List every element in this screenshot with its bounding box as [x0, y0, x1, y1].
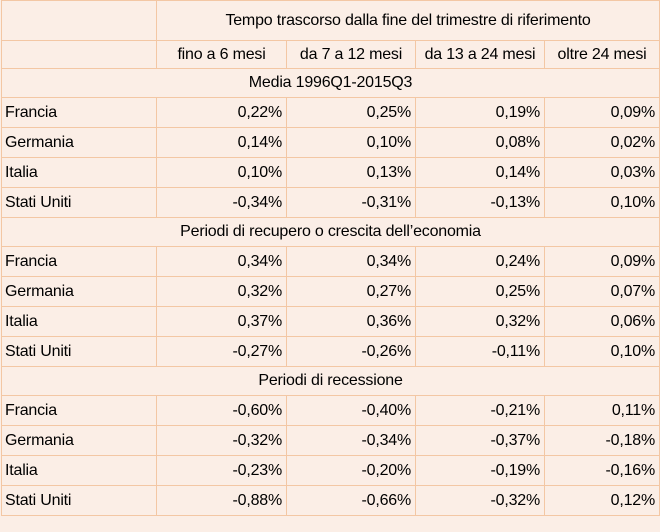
table-row: Italia 0,10% 0,13% 0,14% 0,03%: [1, 157, 660, 188]
table-row: Italia 0,37% 0,36% 0,32% 0,06%: [1, 306, 660, 337]
value-cell: -0,20%: [286, 455, 416, 486]
corner-cell: [1, 40, 157, 69]
value-cell: 0,22%: [156, 97, 287, 128]
value-cell: 0,09%: [543, 246, 660, 277]
country-label: Italia: [1, 306, 157, 337]
section-header-row: Media 1996Q1-2015Q3: [0, 68, 660, 98]
value-cell: -0,60%: [156, 395, 287, 426]
country-label: Italia: [1, 455, 157, 486]
value-cell: 0,14%: [415, 157, 545, 188]
country-label: Francia: [1, 395, 157, 426]
value-cell: -0,32%: [415, 485, 545, 516]
value-cell: -0,21%: [415, 395, 545, 426]
section-title: Periodi di recupero o crescita dell’econ…: [0, 217, 660, 247]
value-cell: 0,12%: [543, 485, 660, 516]
section-header-row: Periodi di recessione: [0, 366, 660, 396]
value-cell: 0,36%: [286, 306, 416, 337]
section-header-row: Periodi di recupero o crescita dell’econ…: [0, 217, 660, 247]
country-label: Stati Uniti: [1, 485, 157, 516]
country-label: Germania: [1, 276, 157, 307]
value-cell: -0,13%: [415, 187, 545, 218]
value-cell: 0,13%: [286, 157, 416, 188]
value-cell: -0,31%: [286, 187, 416, 218]
value-cell: 0,03%: [543, 157, 660, 188]
value-cell: -0,34%: [156, 187, 287, 218]
column-header: fino a 6 mesi: [156, 40, 287, 69]
value-cell: 0,25%: [286, 97, 416, 128]
value-cell: 0,10%: [286, 127, 416, 158]
value-cell: -0,27%: [156, 336, 287, 367]
revision-table: Tempo trascorso dalla fine del trimestre…: [0, 0, 660, 516]
section-title: Periodi di recessione: [0, 366, 660, 396]
column-header: oltre 24 mesi: [543, 40, 660, 69]
value-cell: -0,37%: [415, 425, 545, 456]
value-cell: -0,19%: [415, 455, 545, 486]
column-header: da 7 a 12 mesi: [286, 40, 416, 69]
value-cell: 0,10%: [543, 336, 660, 367]
value-cell: 0,02%: [543, 127, 660, 158]
table-row: Germania 0,32% 0,27% 0,25% 0,07%: [1, 276, 660, 307]
value-cell: -0,11%: [415, 336, 545, 367]
value-cell: 0,25%: [415, 276, 545, 307]
value-cell: 0,06%: [543, 306, 660, 337]
value-cell: 0,27%: [286, 276, 416, 307]
value-cell: 0,10%: [156, 157, 287, 188]
value-cell: 0,19%: [415, 97, 545, 128]
value-cell: 0,32%: [415, 306, 545, 337]
table-row: Francia 0,22% 0,25% 0,19% 0,09%: [1, 97, 660, 128]
header-title: Tempo trascorso dalla fine del trimestre…: [155, 0, 660, 41]
country-label: Italia: [1, 157, 157, 188]
value-cell: 0,11%: [543, 395, 660, 426]
header-row-columns: fino a 6 mesi da 7 a 12 mesi da 13 a 24 …: [1, 40, 660, 69]
table-row: Stati Uniti -0,88% -0,66% -0,32% 0,12%: [1, 485, 660, 516]
column-header: da 13 a 24 mesi: [415, 40, 545, 69]
country-label: Germania: [1, 425, 157, 456]
value-cell: 0,14%: [156, 127, 287, 158]
country-label: Francia: [1, 246, 157, 277]
table-row: Stati Uniti -0,27% -0,26% -0,11% 0,10%: [1, 336, 660, 367]
value-cell: -0,66%: [286, 485, 416, 516]
country-label: Stati Uniti: [1, 187, 157, 218]
value-cell: 0,10%: [543, 187, 660, 218]
country-label: Germania: [1, 127, 157, 158]
value-cell: 0,37%: [156, 306, 287, 337]
value-cell: 0,34%: [286, 246, 416, 277]
value-cell: 0,34%: [156, 246, 287, 277]
value-cell: -0,26%: [286, 336, 416, 367]
value-cell: -0,88%: [156, 485, 287, 516]
table-row: Francia 0,34% 0,34% 0,24% 0,09%: [1, 246, 660, 277]
value-cell: 0,07%: [543, 276, 660, 307]
value-cell: 0,09%: [543, 97, 660, 128]
country-label: Francia: [1, 97, 157, 128]
value-cell: 0,32%: [156, 276, 287, 307]
value-cell: -0,23%: [156, 455, 287, 486]
value-cell: 0,24%: [415, 246, 545, 277]
section-title: Media 1996Q1-2015Q3: [0, 68, 660, 98]
table-row: Italia -0,23% -0,20% -0,19% -0,16%: [1, 455, 660, 486]
table-row: Stati Uniti -0,34% -0,31% -0,13% 0,10%: [1, 187, 660, 218]
value-cell: -0,32%: [156, 425, 287, 456]
table-row: Germania 0,14% 0,10% 0,08% 0,02%: [1, 127, 660, 158]
header-row-main: Tempo trascorso dalla fine del trimestre…: [1, 0, 660, 41]
value-cell: -0,16%: [543, 455, 660, 486]
value-cell: 0,08%: [415, 127, 545, 158]
table-row: Germania -0,32% -0,34% -0,37% -0,18%: [1, 425, 660, 456]
value-cell: -0,40%: [286, 395, 416, 426]
corner-cell: [1, 0, 157, 41]
value-cell: -0,18%: [543, 425, 660, 456]
value-cell: -0,34%: [286, 425, 416, 456]
country-label: Stati Uniti: [1, 336, 157, 367]
table-row: Francia -0,60% -0,40% -0,21% 0,11%: [1, 395, 660, 426]
